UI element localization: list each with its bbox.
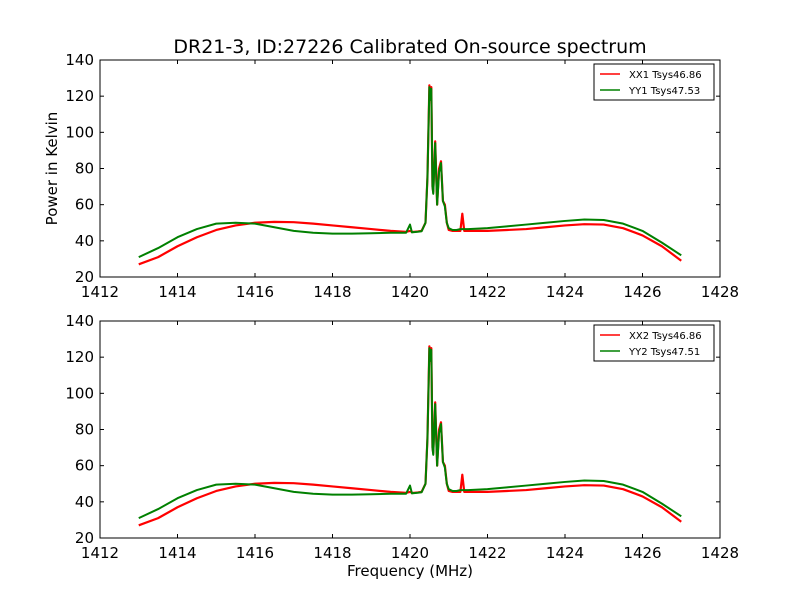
x-tick-label: 1414 bbox=[158, 283, 196, 301]
series-line-1-1 bbox=[138, 347, 682, 520]
series-line-0-1 bbox=[138, 86, 682, 259]
y-tick-label: 80 bbox=[75, 160, 94, 178]
legend-box bbox=[593, 63, 715, 101]
x-tick-label: 1422 bbox=[468, 544, 506, 562]
y-tick-label: 20 bbox=[75, 268, 94, 286]
legend-1: XX2 Tsys46.86 YY2 Tsys47.51 bbox=[593, 324, 715, 362]
x-axis-label: Frequency (MHz) bbox=[347, 562, 473, 580]
legend-box bbox=[593, 324, 715, 362]
y-axis-label: Power in Kelvin bbox=[43, 112, 61, 226]
x-tick-label: 1426 bbox=[623, 283, 661, 301]
x-tick-label: 1428 bbox=[701, 283, 739, 301]
x-tick-label: 1424 bbox=[546, 283, 584, 301]
top-panel: 1412 1414 1416 1418 1420 1422 1424 1426 1428 20 40… bbox=[43, 51, 739, 301]
y-tick-label: 120 bbox=[65, 348, 94, 366]
y-tick-label: 60 bbox=[75, 457, 94, 475]
y-tick-label: 140 bbox=[65, 51, 94, 69]
x-tick-label: 1428 bbox=[701, 544, 739, 562]
x-tick-label: 1416 bbox=[236, 283, 274, 301]
x-tick-label: 1414 bbox=[158, 544, 196, 562]
y-tick-label: 120 bbox=[65, 87, 94, 105]
legend-0: XX1 Tsys46.86 YY1 Tsys47.53 bbox=[593, 63, 715, 101]
y-tick-label: 60 bbox=[75, 196, 94, 214]
x-tick-label: 1420 bbox=[391, 283, 429, 301]
legend-label-0: XX1 Tsys46.86 bbox=[629, 70, 702, 81]
y-tick-label: 20 bbox=[75, 529, 94, 547]
x-tick-label: 1426 bbox=[623, 544, 661, 562]
legend-label-1: YY2 Tsys47.51 bbox=[628, 347, 700, 358]
y-tick-label: 140 bbox=[65, 312, 94, 330]
legend-label-0: XX2 Tsys46.86 bbox=[629, 331, 702, 342]
x-tick-label: 1420 bbox=[391, 544, 429, 562]
chart-title: DR21-3, ID:27226 Calibrated On-source sp… bbox=[173, 36, 646, 58]
y-tick-label: 40 bbox=[75, 232, 94, 250]
x-tick-label: 1418 bbox=[313, 544, 351, 562]
y-tick-label: 80 bbox=[75, 421, 94, 439]
x-tick-label: 1412 bbox=[81, 283, 119, 301]
x-tick-label: 1412 bbox=[81, 544, 119, 562]
x-tick-label: 1422 bbox=[468, 283, 506, 301]
x-tick-label: 1416 bbox=[236, 544, 274, 562]
bottom-panel: 1412 1414 1416 1418 1420 1422 1424 1426 1428 20 40… bbox=[65, 312, 739, 580]
y-tick-label: 40 bbox=[75, 493, 94, 511]
x-tick-label: 1418 bbox=[313, 283, 351, 301]
y-tick-label: 100 bbox=[65, 123, 94, 141]
y-tick-label: 100 bbox=[65, 384, 94, 402]
x-tick-label: 1424 bbox=[546, 544, 584, 562]
legend-label-1: YY1 Tsys47.53 bbox=[628, 86, 700, 97]
